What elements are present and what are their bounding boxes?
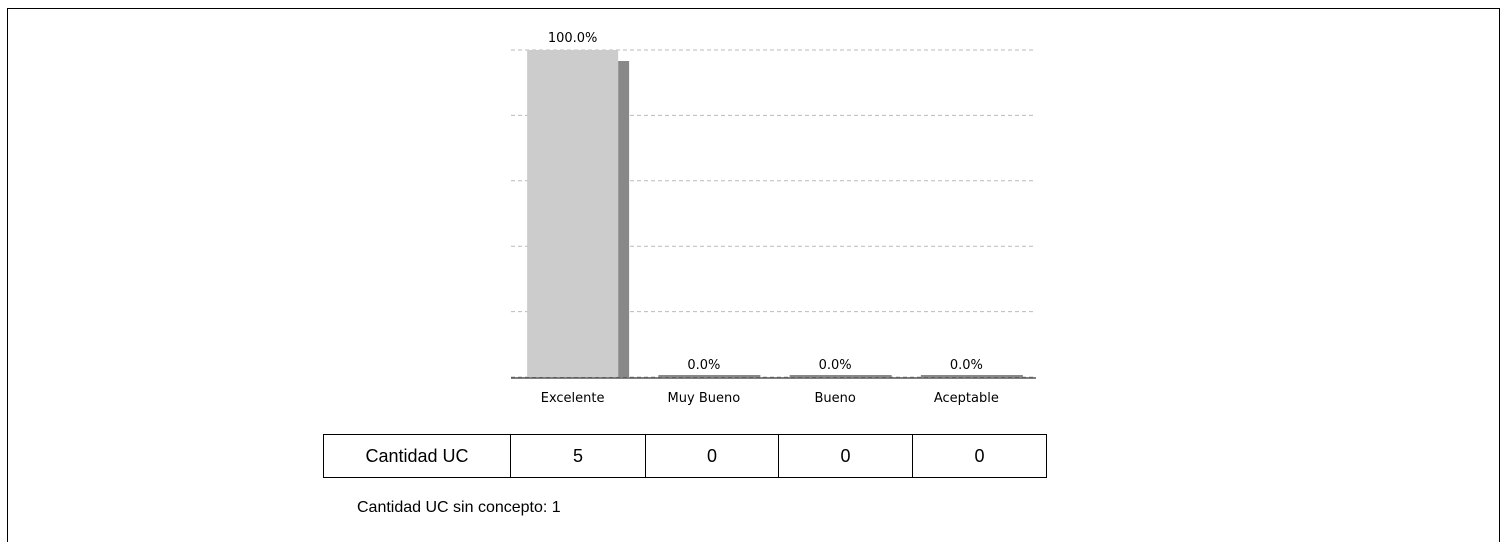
bar-chart: 100.0% Excelente 0.0% Muy Bueno 0.0% Bueno 0.0…: [511, 31, 1036, 406]
x-tick-label: Aceptable: [934, 391, 999, 406]
table-cell-bueno: 0: [778, 434, 913, 478]
table-cell-excelente: 5: [510, 434, 646, 478]
uc-count-table: Cantidad UC 5 0 0 0: [323, 434, 1047, 478]
bar: [527, 50, 619, 377]
data-label: 100.0%: [548, 31, 598, 46]
x-tick-label: Bueno: [814, 391, 855, 406]
x-tick-label: Excelente: [541, 391, 605, 406]
footnote-uc-sin-concepto: Cantidad UC sin concepto: 1: [357, 499, 561, 516]
table-cell-aceptable: 0: [912, 434, 1047, 478]
report-frame: [7, 8, 1500, 542]
data-label: 0.0%: [819, 358, 852, 373]
data-label: 0.0%: [687, 358, 720, 373]
bar: [920, 375, 1023, 377]
table-row-label: Cantidad UC: [323, 434, 511, 478]
table-row: Cantidad UC 5 0 0 0: [323, 434, 1047, 478]
table-cell-muy-bueno: 0: [645, 434, 779, 478]
bar: [658, 375, 761, 377]
bar: [789, 375, 892, 377]
x-tick-label: Muy Bueno: [668, 391, 741, 406]
bar-shadow: [618, 61, 630, 377]
data-label: 0.0%: [950, 358, 983, 373]
